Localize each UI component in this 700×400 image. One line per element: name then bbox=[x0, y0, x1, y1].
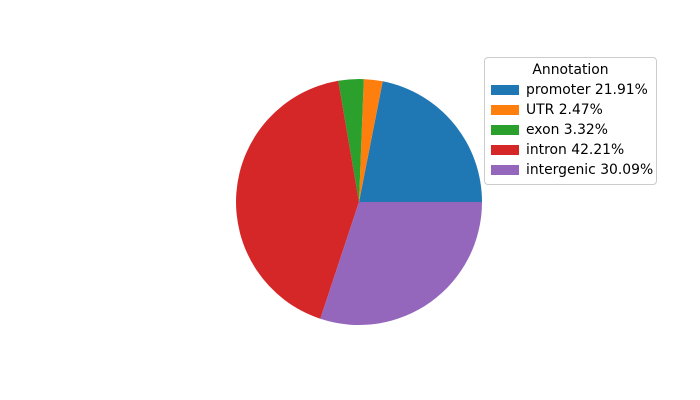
legend-items: promoter 21.91% UTR 2.47% exon 3.32% intron… bbox=[485, 80, 656, 180]
legend-swatch-exon bbox=[491, 125, 519, 135]
pie-slice-exon bbox=[338, 78, 364, 202]
legend-swatch-promoter bbox=[491, 85, 519, 95]
legend: Annotation promoter 21.91% UTR 2.47% exon … bbox=[484, 57, 657, 185]
legend-swatch-UTR bbox=[491, 105, 519, 115]
pie-slice-UTR bbox=[359, 79, 383, 202]
legend-swatch-intron bbox=[491, 145, 519, 155]
pie-slice-intron bbox=[236, 80, 359, 319]
legend-item-UTR: UTR 2.47% bbox=[485, 100, 656, 120]
legend-item-label: promoter 21.91% bbox=[526, 82, 648, 98]
pie-slice-promoter bbox=[359, 81, 482, 202]
legend-title: Annotation bbox=[532, 62, 609, 78]
legend-item-promoter: promoter 21.91% bbox=[485, 80, 656, 100]
pie-slice-intergenic bbox=[320, 202, 482, 325]
legend-item-intergenic: intergenic 30.09% bbox=[485, 160, 656, 180]
legend-item-exon: exon 3.32% bbox=[485, 120, 656, 140]
legend-item-label: intron 42.21% bbox=[526, 142, 625, 158]
legend-item-label: exon 3.32% bbox=[526, 122, 608, 138]
legend-item-label: UTR 2.47% bbox=[526, 102, 603, 118]
legend-swatch-intergenic bbox=[491, 165, 519, 175]
legend-item-label: intergenic 30.09% bbox=[526, 162, 654, 178]
legend-item-intron: intron 42.21% bbox=[485, 140, 656, 160]
